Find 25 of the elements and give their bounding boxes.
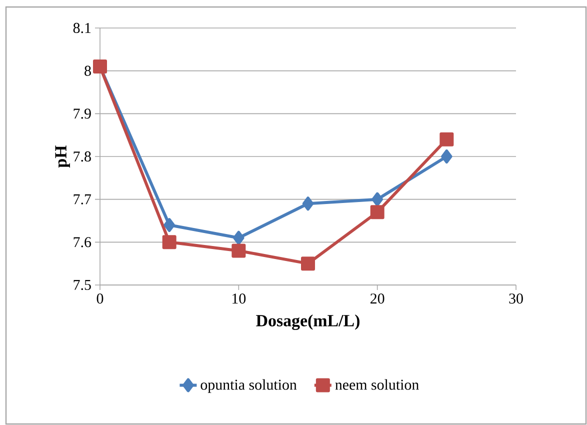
point bbox=[370, 205, 384, 220]
y-tick-label: 7.8 bbox=[74, 151, 91, 162]
y-tick-label: 7.5 bbox=[74, 280, 91, 290]
y-tick-label: 7.6 bbox=[74, 237, 92, 248]
point bbox=[162, 235, 176, 250]
y-tick-label: 8 bbox=[84, 66, 91, 76]
legend-label: opuntia solution bbox=[200, 379, 297, 393]
legend-label: neem solution bbox=[335, 379, 419, 390]
point bbox=[164, 218, 175, 232]
point bbox=[232, 244, 246, 258]
x-tick-label: 10 bbox=[232, 294, 246, 304]
point bbox=[301, 256, 316, 271]
point bbox=[440, 132, 454, 146]
y-tick-label: 7.7 bbox=[74, 194, 92, 204]
point bbox=[302, 196, 314, 211]
x-tick-label: 30 bbox=[509, 294, 523, 304]
point bbox=[233, 230, 244, 245]
y-tick-label: 7.9 bbox=[74, 108, 91, 119]
x-tick-label: 0 bbox=[96, 294, 104, 304]
y-tick-label: 8.1 bbox=[73, 22, 91, 34]
y-axis-title: pH bbox=[55, 145, 70, 168]
point bbox=[441, 150, 452, 164]
x-tick-label: 20 bbox=[370, 294, 384, 304]
point bbox=[372, 192, 383, 206]
x-axis-title: Dosage(mL/L) bbox=[256, 314, 360, 330]
